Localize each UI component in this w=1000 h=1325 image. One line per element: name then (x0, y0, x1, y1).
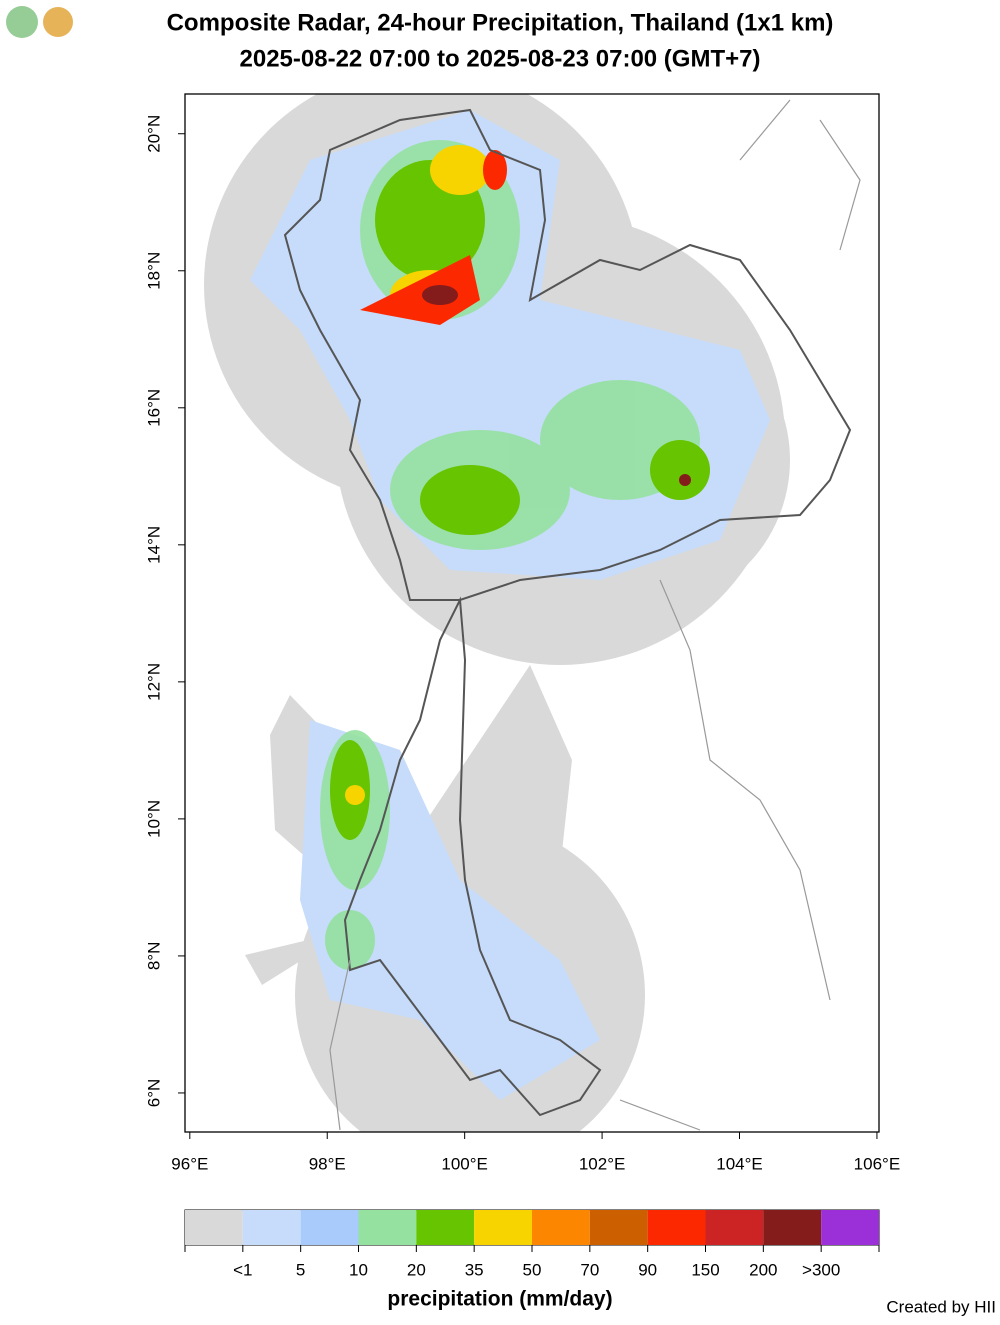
colorbar-cell (242, 1210, 301, 1245)
colorbar-label: 150 (691, 1260, 719, 1279)
y-tick-label: 18°N (144, 252, 163, 290)
x-tick-label: 102°E (579, 1154, 626, 1173)
y-tick-label: 12°N (144, 663, 163, 701)
colorbar-cell (300, 1210, 359, 1245)
colorbar-label: 90 (638, 1260, 657, 1279)
x-tick-label: 98°E (309, 1154, 346, 1173)
map-frame (184, 93, 880, 1133)
x-tick-label: 104°E (716, 1154, 763, 1173)
colorbar-label: 35 (465, 1260, 484, 1279)
y-tick-label: 14°N (144, 526, 163, 564)
colorbar-cell (763, 1210, 822, 1245)
colorbar-cell (647, 1210, 706, 1245)
y-tick-label: 16°N (144, 389, 163, 427)
title-line: Composite Radar, 24-hour Precipitation, … (167, 9, 834, 36)
colorbar-cell (705, 1210, 764, 1245)
x-tick-label: 96°E (171, 1154, 208, 1173)
y-tick-label: 10°N (144, 800, 163, 838)
y-tick-label: 20°N (144, 115, 163, 153)
colorbar-label: 20 (407, 1260, 426, 1279)
colorbar-title: precipitation (mm/day) (387, 1288, 612, 1311)
x-tick-label: 100°E (441, 1154, 488, 1173)
colorbar-cell (532, 1210, 590, 1245)
colorbar-label: 10 (349, 1260, 368, 1279)
credit: Created by HII (886, 1297, 996, 1316)
x-tick-label: 106°E (854, 1154, 901, 1173)
y-tick-label: 6°N (144, 1079, 163, 1108)
colorbar-cell (589, 1210, 648, 1245)
colorbar-cell (416, 1210, 475, 1245)
colorbar-label: 5 (296, 1260, 305, 1279)
colorbar-cell (474, 1210, 532, 1245)
colorbar-label: 200 (749, 1260, 777, 1279)
colorbar-cell (358, 1210, 417, 1245)
y-tick-label: 8°N (144, 942, 163, 971)
colorbar-cell (185, 1210, 243, 1245)
colorbar-label: <1 (233, 1260, 252, 1279)
colorbar-label: 50 (523, 1260, 542, 1279)
title-line: 2025-08-22 07:00 to 2025-08-23 07:00 (GM… (240, 45, 761, 72)
logos (6, 6, 73, 38)
map-layer (204, 94, 861, 1132)
colorbar-label: >300 (802, 1260, 840, 1279)
colorbar-cell (821, 1210, 879, 1245)
colorbar-label: 70 (580, 1260, 599, 1279)
